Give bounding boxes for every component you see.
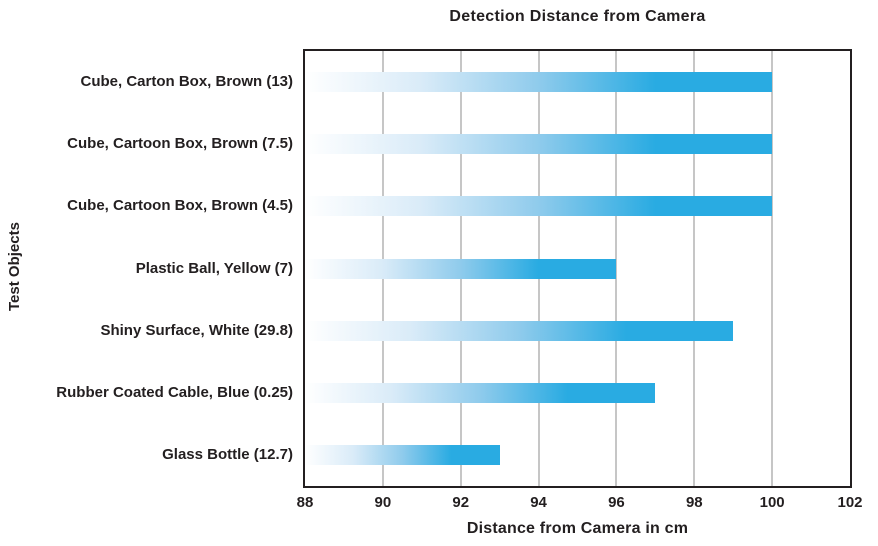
x-tick-label: 92 xyxy=(452,494,470,511)
x-tick-label: 96 xyxy=(608,494,625,511)
category-label: Cube, Cartoon Box, Brown (4.5) xyxy=(67,197,293,215)
bar xyxy=(305,320,734,341)
category-label: Cube, Cartoon Box, Brown (7.5) xyxy=(67,135,293,153)
gridline-96 xyxy=(615,51,618,486)
x-axis-ticks: 88 90 92 94 96 98 100 102 xyxy=(297,494,863,514)
x-tick-label: 90 xyxy=(374,494,392,511)
x-tick-label: 102 xyxy=(837,494,863,511)
category-label: Plastic Ball, Yellow (7) xyxy=(135,259,293,277)
bar xyxy=(305,382,656,403)
gridline-100 xyxy=(771,51,774,486)
bar xyxy=(305,72,773,93)
bar xyxy=(305,134,773,155)
gridline-98 xyxy=(693,51,696,486)
x-axis-title: Distance from Camera in cm xyxy=(466,520,689,537)
category-label: Cube, Carton Box, Brown (13) xyxy=(80,73,293,91)
x-tick-label: 88 xyxy=(296,494,314,511)
bar xyxy=(305,258,617,279)
category-label: Rubber Coated Cable, Blue (0.25) xyxy=(56,383,293,401)
bar xyxy=(305,444,500,465)
plot-area xyxy=(303,49,852,488)
category-label: Shiny Surface, White (29.8) xyxy=(100,321,293,339)
x-tick-label: 94 xyxy=(530,494,547,511)
category-label: Glass Bottle (12.7) xyxy=(162,445,293,463)
chart-title: Detection Distance from Camera xyxy=(449,8,706,25)
bar xyxy=(305,196,773,217)
x-tick-label: 98 xyxy=(685,494,703,511)
x-tick-label: 100 xyxy=(759,494,785,511)
category-labels: Cube, Carton Box, Brown (13) Cube, Cartoo… xyxy=(0,51,293,486)
